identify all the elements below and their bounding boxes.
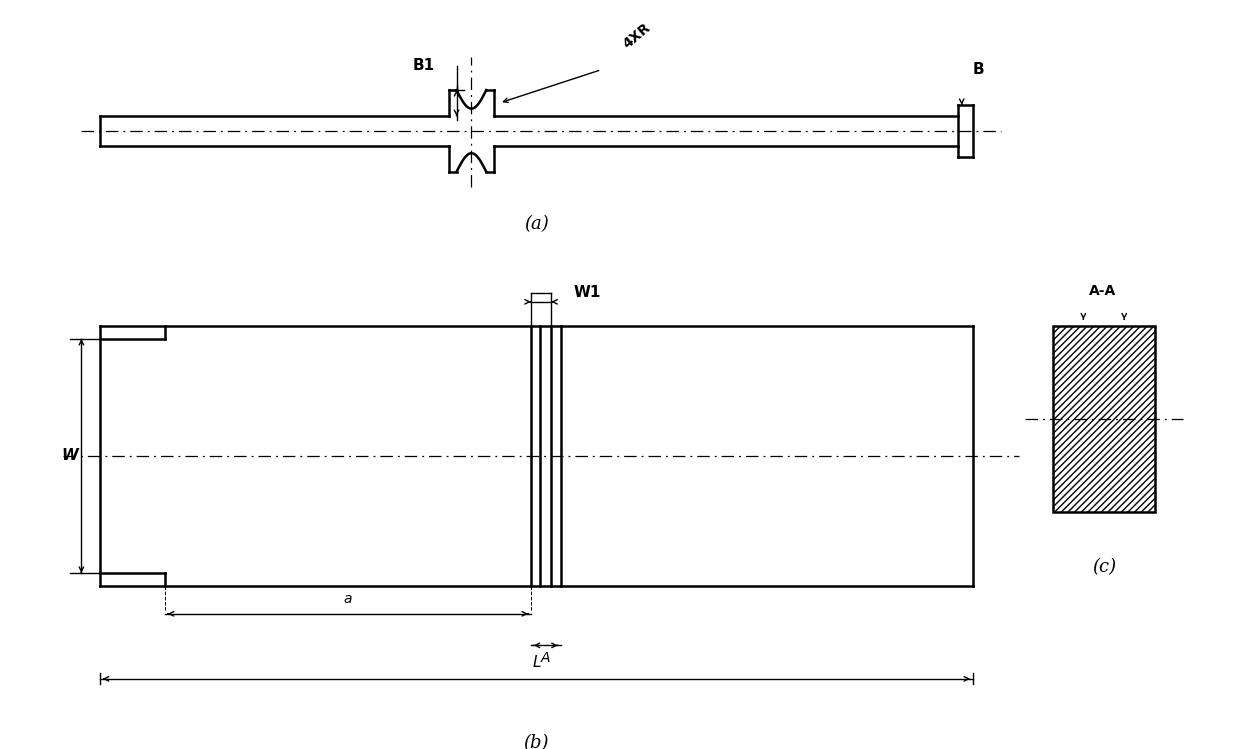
Text: 4XR: 4XR <box>620 20 653 51</box>
Text: A: A <box>541 651 551 665</box>
Text: (c): (c) <box>1091 558 1116 576</box>
Text: L: L <box>532 655 541 670</box>
Text: (b): (b) <box>523 735 549 749</box>
Text: A-A: A-A <box>1089 284 1116 298</box>
Text: B1: B1 <box>412 58 434 73</box>
Text: a: a <box>343 592 352 607</box>
Text: (a): (a) <box>525 215 549 233</box>
Text: W: W <box>62 449 78 464</box>
Bar <box>1053 326 1154 512</box>
Text: B: B <box>973 62 985 77</box>
Text: W1: W1 <box>574 285 601 300</box>
